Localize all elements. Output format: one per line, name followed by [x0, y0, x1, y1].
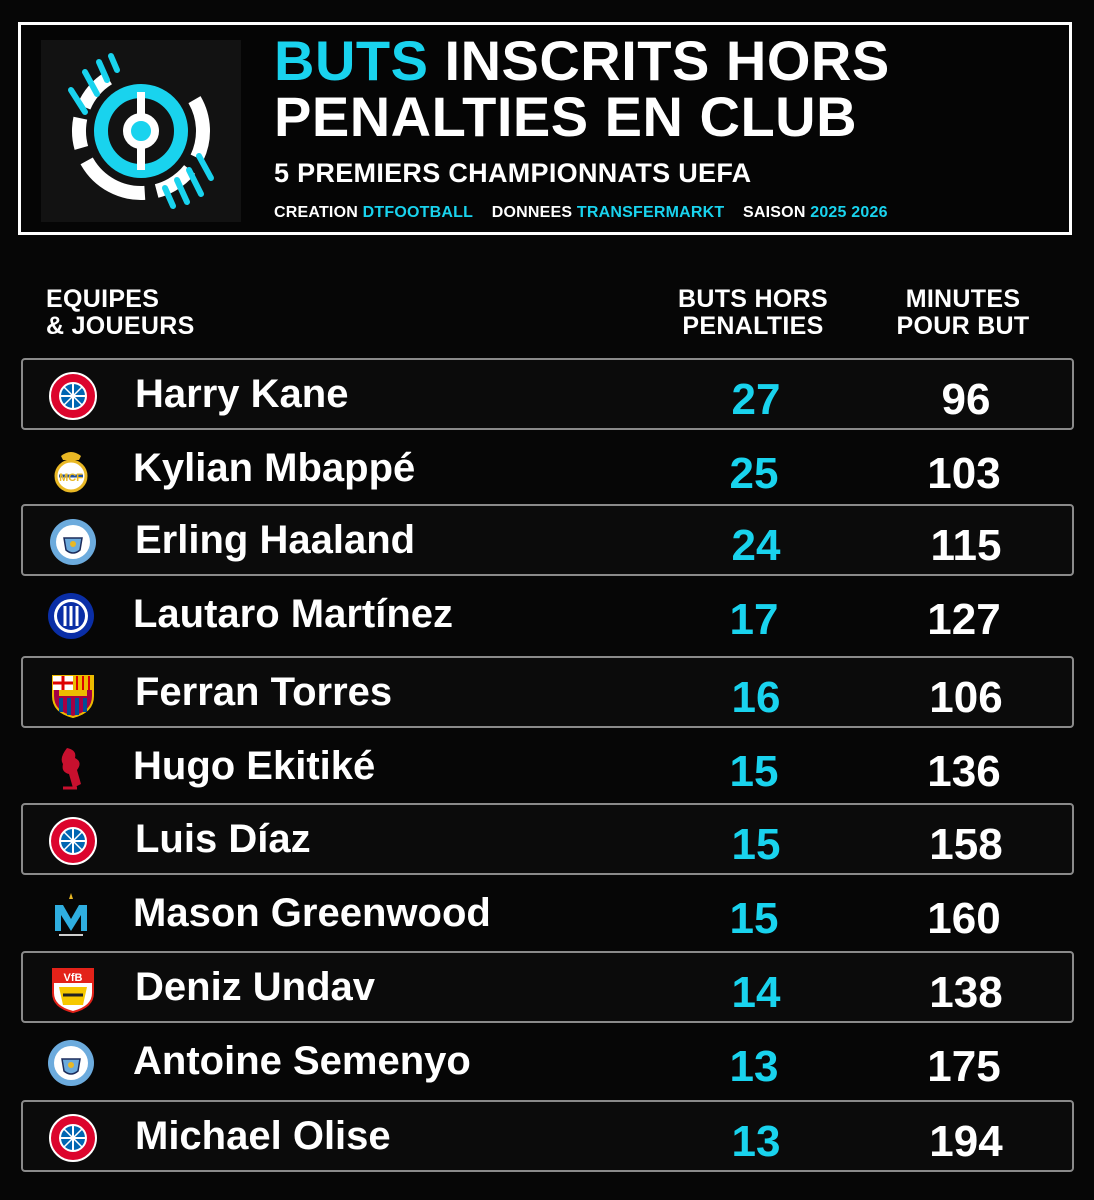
header-panel: BUTS INSCRITS HORS PENALTIES EN CLUB 5 P…	[18, 22, 1072, 235]
minutes-value: 160	[927, 894, 1001, 943]
table-row: Harry Kane 27 96	[21, 358, 1074, 430]
minutes-value: 127	[927, 595, 1001, 644]
goals-value: 13	[729, 1042, 779, 1091]
minutes-value: 115	[930, 521, 1002, 570]
column-header-goals-line2: PENALTIES	[682, 312, 824, 340]
player-name: Kylian Mbappé	[133, 446, 416, 490]
creation-value: DTFOOTBALL	[362, 204, 474, 221]
minutes-value: 96	[941, 375, 991, 424]
table-row: Ferran Torres 16 106	[21, 656, 1074, 728]
stuttgart-crest-icon: VfB	[52, 968, 94, 1013]
goals-value: 27	[731, 375, 781, 424]
goals-value: 17	[729, 595, 779, 644]
player-name: Erling Haaland	[135, 518, 416, 562]
goals-value: 13	[731, 1117, 781, 1166]
data-value: TRANSFERMARKT	[576, 204, 725, 221]
barcelona-crest-icon	[52, 675, 94, 718]
player-name: Antoine Semenyo	[133, 1039, 471, 1083]
goals-value: 16	[731, 673, 781, 722]
column-header-team-line1: EQUIPES	[46, 285, 160, 313]
table-row: Mason Greenwood 15 160	[21, 879, 1074, 951]
marseille-crest-icon	[55, 893, 87, 936]
man-city-crest-icon	[48, 1040, 94, 1086]
goals-value: 14	[731, 968, 781, 1017]
page-title-line1: BUTS INSCRITS HORS	[274, 31, 890, 91]
title-rest: INSCRITS HORS	[428, 29, 890, 92]
minutes-value: 106	[929, 673, 1003, 722]
dtfootball-logo	[41, 40, 241, 222]
minutes-value: 158	[929, 820, 1003, 869]
bayern-crest-icon	[49, 1114, 97, 1162]
season-label: SAISON	[743, 204, 806, 221]
goals-value: 25	[729, 449, 779, 498]
minutes-value: 194	[929, 1117, 1003, 1166]
season-value: 2025 2026	[810, 204, 888, 221]
goals-value: 15	[729, 747, 779, 796]
inter-crest-icon	[48, 593, 94, 639]
bayern-crest-icon	[49, 817, 97, 865]
table-row: Antoine Semenyo 13 175	[21, 1027, 1074, 1099]
bayern-crest-icon	[49, 372, 97, 420]
minutes-value: 175	[927, 1042, 1001, 1091]
column-header-team-line2: & JOUEURS	[46, 312, 195, 340]
goals-value: 24	[731, 521, 781, 570]
table-row: VfB Deniz Undav 14 138	[21, 951, 1074, 1023]
column-header-team: EQUIPES & JOUEURS	[46, 286, 195, 340]
player-name: Michael Olise	[135, 1114, 391, 1158]
goals-value: 15	[729, 894, 779, 943]
data-label: DONNEES	[491, 204, 573, 221]
player-name: Deniz Undav	[135, 965, 376, 1009]
player-name: Ferran Torres	[135, 670, 393, 714]
real-madrid-crest-icon: MCF	[54, 452, 88, 493]
minutes-value: 103	[927, 449, 1001, 498]
player-name: Harry Kane	[135, 372, 349, 416]
table-row: Erling Haaland 24 115	[21, 504, 1074, 576]
svg-text:MCF: MCF	[59, 472, 83, 484]
column-header-goals: BUTS HORS PENALTIES	[660, 286, 846, 340]
title-accent: BUTS	[274, 29, 429, 92]
table-row: Michael Olise 13 194	[21, 1100, 1074, 1172]
column-header-goals-line1: BUTS HORS	[678, 285, 828, 313]
credits-line: CREATION DTFOOTBALL DONNEES TRANSFERMARK…	[274, 203, 888, 223]
table-row: Luis Díaz 15 158	[21, 803, 1074, 875]
column-header-minutes-line2: POUR BUT	[896, 312, 1030, 340]
player-name: Mason Greenwood	[133, 891, 491, 935]
liverpool-crest-icon	[61, 748, 81, 790]
subtitle: 5 PREMIERS CHAMPIONNATS UEFA	[274, 158, 752, 188]
player-name: Hugo Ekitiké	[133, 744, 376, 788]
table-row: Hugo Ekitiké 15 136	[21, 732, 1074, 804]
minutes-value: 136	[927, 747, 1001, 796]
man-city-crest-icon	[50, 519, 96, 565]
minutes-value: 138	[929, 968, 1003, 1017]
goals-value: 15	[731, 820, 781, 869]
dtfootball-logo-icon	[68, 53, 214, 209]
table-row: MCF Kylian Mbappé 25 103	[21, 434, 1074, 506]
player-name: Luis Díaz	[135, 817, 311, 861]
column-header-minutes: MINUTES POUR BUT	[870, 286, 1056, 340]
column-header-minutes-line1: MINUTES	[905, 285, 1021, 313]
player-name: Lautaro Martínez	[133, 592, 454, 636]
creation-label: CREATION	[274, 204, 358, 221]
page-title-line2: PENALTIES EN CLUB	[274, 85, 858, 148]
table-row: Lautaro Martínez 17 127	[21, 580, 1074, 652]
svg-text:VfB: VfB	[64, 972, 83, 984]
